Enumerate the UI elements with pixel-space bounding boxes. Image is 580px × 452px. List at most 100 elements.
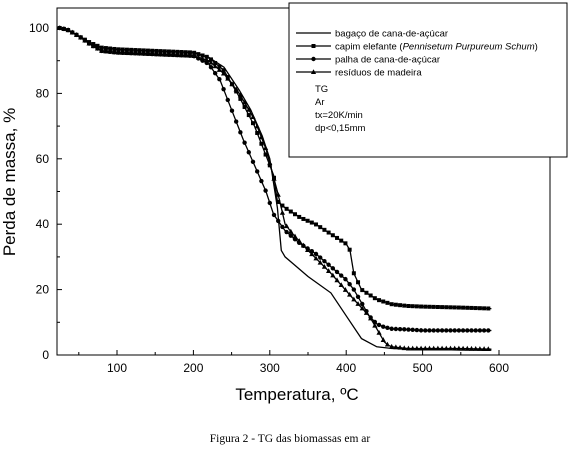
- series-marker: [410, 304, 415, 309]
- series-marker: [213, 60, 218, 65]
- legend: bagaço de cana-de-açúcar capim elefante (…: [288, 2, 568, 158]
- y-axis-title: Perda de massa, %: [0, 108, 19, 256]
- series-marker: [73, 32, 80, 37]
- series-marker: [372, 322, 378, 328]
- series-marker: [422, 345, 428, 351]
- series-marker: [393, 344, 399, 350]
- series-marker: [397, 326, 403, 332]
- series-marker: [145, 48, 150, 53]
- series-marker: [99, 48, 105, 53]
- series-marker: [284, 206, 289, 211]
- series-marker: [477, 306, 482, 311]
- series-marker: [468, 345, 475, 351]
- series-marker: [326, 268, 332, 273]
- series-marker: [460, 328, 466, 333]
- series-marker: [217, 64, 222, 69]
- series-marker: [267, 200, 272, 206]
- series-marker: [129, 47, 134, 52]
- series-marker: [330, 233, 335, 238]
- series-marker: [120, 47, 125, 52]
- series-marker: [318, 225, 323, 230]
- series-marker: [166, 49, 171, 54]
- series-marker: [431, 328, 436, 333]
- series-marker: [250, 114, 256, 119]
- series-marker: [145, 51, 151, 56]
- series-marker: [284, 229, 289, 235]
- series-marker: [343, 276, 348, 282]
- series-marker: [297, 214, 302, 219]
- series-marker: [179, 50, 184, 55]
- series-marker: [292, 233, 298, 239]
- series-marker: [141, 48, 146, 53]
- series-marker: [368, 315, 374, 321]
- series-marker: [137, 48, 142, 53]
- series-marker: [69, 29, 75, 35]
- series-marker: [150, 48, 155, 53]
- series-marker: [364, 290, 369, 295]
- series-marker: [418, 345, 424, 351]
- series-marker: [284, 223, 290, 229]
- series-marker: [444, 328, 449, 333]
- series-marker: [356, 280, 361, 285]
- series-marker: [229, 108, 235, 113]
- series-marker: [275, 191, 281, 197]
- series-marker: [406, 303, 411, 308]
- series-marker: [363, 310, 370, 315]
- series-marker: [111, 49, 117, 55]
- series-marker: [199, 55, 206, 61]
- series-marker: [229, 81, 235, 87]
- series-marker: [107, 48, 113, 54]
- y-tick-label: 40: [36, 217, 50, 231]
- y-tick-label: 0: [42, 348, 49, 362]
- series-marker: [258, 134, 264, 140]
- series-marker: [280, 224, 285, 230]
- series-marker: [162, 49, 167, 54]
- figure-caption: Figura 2 - TG das biomassas em ar: [209, 433, 371, 445]
- series-marker: [486, 306, 491, 311]
- series-marker: [90, 43, 96, 49]
- series-marker: [427, 304, 432, 309]
- series-marker: [326, 230, 331, 235]
- series-marker: [477, 328, 483, 333]
- series-marker: [372, 296, 377, 301]
- series-marker: [402, 303, 407, 308]
- series-marker: [485, 346, 491, 352]
- series-marker: [271, 212, 277, 218]
- series-marker: [221, 86, 226, 92]
- series-marker: [448, 328, 453, 333]
- series-marker: [154, 48, 159, 53]
- series-marker: [384, 341, 391, 347]
- series-marker: [153, 51, 159, 57]
- series-marker: [279, 209, 286, 215]
- series-marker: [241, 99, 248, 105]
- series-marker: [389, 326, 394, 331]
- series-marker: [174, 52, 180, 58]
- series-marker: [94, 45, 101, 51]
- series-marker: [128, 50, 134, 56]
- series-marker: [330, 266, 336, 271]
- series-marker: [439, 328, 445, 333]
- series-marker: [335, 235, 340, 240]
- series-marker: [381, 324, 386, 329]
- series-marker: [376, 322, 382, 328]
- series-marker: [473, 306, 478, 311]
- series-marker: [103, 46, 108, 51]
- series-marker: [440, 305, 445, 310]
- series-marker: [448, 305, 453, 310]
- series-marker: [225, 75, 231, 81]
- series-marker: [381, 299, 386, 304]
- series-marker: [250, 159, 256, 165]
- legend-marker: [310, 69, 317, 74]
- series-marker: [263, 188, 268, 193]
- series-marker: [309, 251, 315, 257]
- series-marker: [402, 327, 407, 332]
- series-marker: [301, 216, 306, 221]
- series-marker: [334, 269, 340, 275]
- series-marker: [276, 199, 281, 204]
- x-tick-label: 500: [413, 361, 433, 375]
- series-marker: [246, 106, 252, 112]
- series-marker: [477, 346, 483, 351]
- series-marker: [460, 345, 466, 351]
- series-marker: [317, 259, 323, 265]
- series-marker: [452, 328, 457, 333]
